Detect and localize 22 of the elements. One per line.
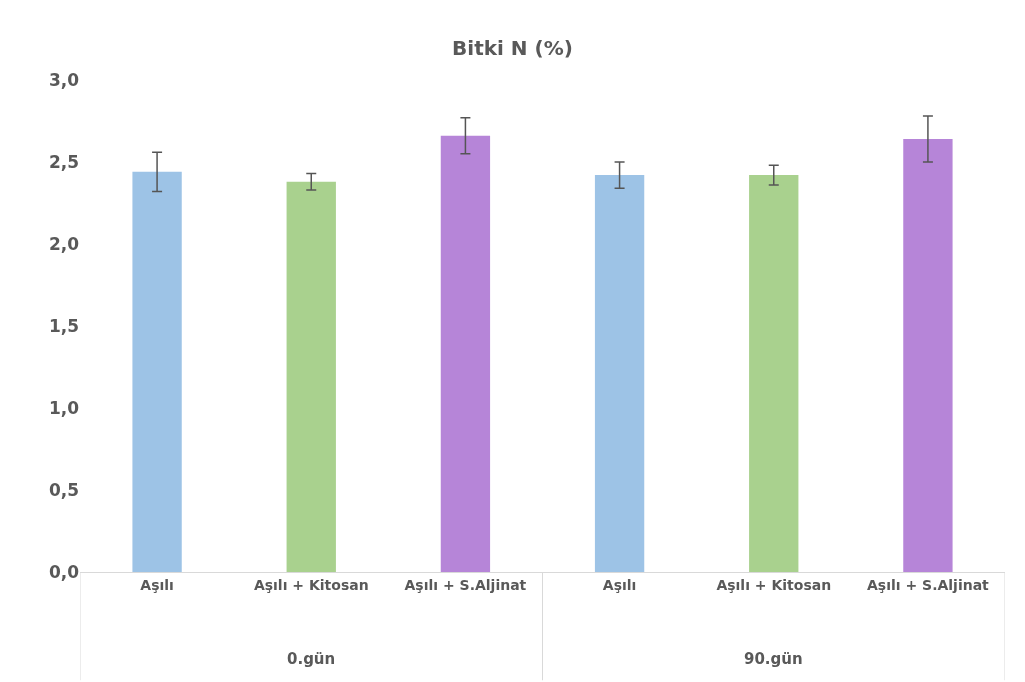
x-tick-label: Aşılı (602, 576, 637, 593)
y-tick-label: 3,0 (48, 69, 80, 90)
bar (440, 135, 491, 572)
y-tick-label: 0,0 (48, 561, 80, 582)
y-tick-label: 0,5 (48, 479, 79, 500)
y-tick-label: 2,5 (48, 151, 79, 172)
bar (903, 139, 953, 572)
bar (749, 175, 799, 572)
x-tick-label: Aşılı + Kitosan (716, 576, 832, 593)
y-tick-label: 1,5 (48, 315, 79, 336)
y-tick-label: 2,0 (48, 233, 80, 254)
x-tick-label: Aşılı (140, 576, 174, 593)
bar (132, 171, 182, 572)
x-tick-label: Aşılı + S.Aljinat (404, 576, 527, 593)
bar (594, 175, 645, 572)
x-tick-label: Aşılı + S.Aljinat (867, 576, 990, 593)
bar (286, 181, 336, 572)
text: 90.gün (744, 650, 803, 668)
chart-title: Bitki N (%) (452, 35, 573, 60)
x-tick-label: Aşılı + Kitosan (253, 576, 369, 593)
text: 0.gün (287, 650, 336, 668)
y-tick-label: 1,0 (48, 397, 80, 418)
